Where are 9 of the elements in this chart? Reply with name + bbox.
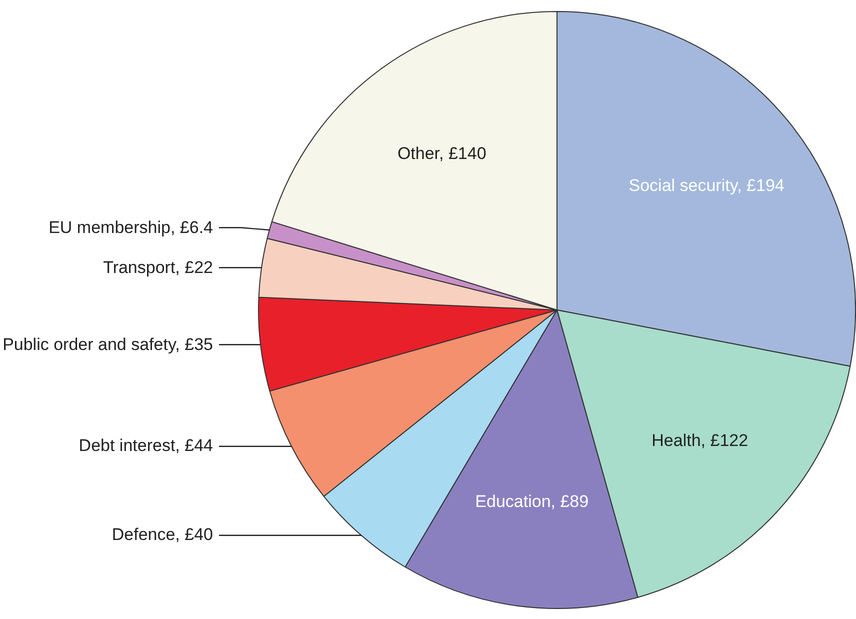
slice-label: EU membership, £6.4 [48, 218, 213, 238]
slice-label: Public order and safety, £35 [2, 334, 213, 355]
slice-label: Other, £140 [396, 144, 488, 164]
slice-label: Debt interest, £44 [78, 436, 213, 456]
slice-label: Education, £89 [474, 492, 590, 512]
slice-label: Health, £122 [650, 431, 750, 452]
slice-label: Defence, £40 [110, 525, 213, 546]
slice-label: Transport, £22 [102, 258, 213, 278]
slice-label: Social security, £194 [628, 176, 786, 196]
